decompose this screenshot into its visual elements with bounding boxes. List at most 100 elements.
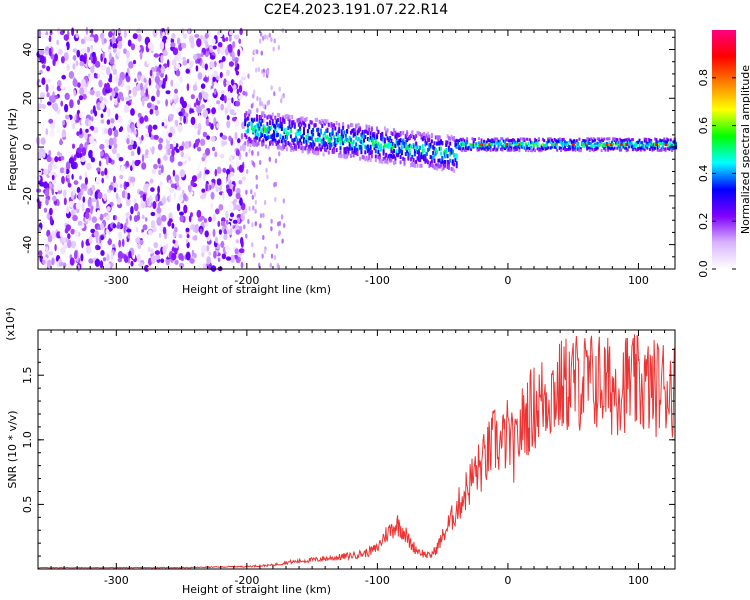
- signal-cell: [376, 135, 379, 140]
- signal-cell: [372, 142, 375, 147]
- signal-cell: [453, 153, 456, 158]
- noise-blob: [201, 244, 207, 253]
- noise-blob: [62, 120, 66, 126]
- noise-blob: [141, 162, 147, 170]
- noise-blob: [45, 84, 49, 93]
- signal-cell: [462, 142, 465, 146]
- signal-cell: [586, 137, 589, 141]
- noise-blob: [58, 71, 64, 76]
- noise-blob: [211, 38, 216, 45]
- noise-blob: [104, 167, 108, 176]
- signal-cell: [391, 142, 394, 146]
- signal-cell: [413, 163, 416, 168]
- signal-cell: [554, 146, 557, 150]
- noise-blob: [259, 31, 263, 37]
- signal-cell: [437, 163, 440, 168]
- signal-cell: [313, 142, 316, 147]
- noise-blob: [229, 30, 234, 36]
- signal-cell: [442, 162, 445, 167]
- signal-cell: [325, 142, 328, 147]
- signal-cell: [594, 142, 597, 146]
- noise-blob: [251, 242, 254, 248]
- noise-blob: [51, 174, 55, 181]
- noise-blob: [136, 28, 142, 34]
- noise-blob: [120, 165, 126, 173]
- noise-blob: [197, 72, 203, 80]
- noise-blob: [232, 185, 235, 192]
- noise-blob: [209, 153, 214, 159]
- noise-blob: [193, 234, 198, 241]
- noise-blob: [251, 56, 255, 62]
- noise-blob: [111, 90, 116, 98]
- signal-cell: [429, 142, 432, 147]
- signal-cell: [447, 145, 450, 150]
- noise-blob: [171, 59, 177, 66]
- signal-cell: [333, 146, 335, 151]
- signal-cell: [378, 159, 381, 164]
- noise-blob: [235, 149, 240, 157]
- signal-cell: [291, 121, 294, 126]
- signal-cell: [338, 127, 341, 132]
- noise-blob: [76, 186, 81, 194]
- noise-blob: [191, 175, 197, 182]
- noise-blob: [72, 48, 78, 53]
- signal-cell: [364, 135, 367, 139]
- signal-cell: [592, 137, 595, 141]
- noise-blob: [79, 175, 82, 180]
- signal-cell: [292, 120, 295, 125]
- noise-blob: [76, 264, 81, 272]
- signal-cell: [318, 143, 321, 148]
- signal-cell: [460, 138, 463, 142]
- signal-cell: [438, 146, 441, 151]
- signal-cell: [347, 149, 350, 154]
- signal-cell: [541, 137, 544, 141]
- noise-blob: [234, 248, 239, 255]
- signal-cell: [410, 144, 412, 149]
- noise-blob: [87, 188, 91, 195]
- noise-blob: [44, 235, 48, 242]
- noise-blob: [85, 26, 89, 35]
- signal-cell: [453, 162, 456, 167]
- signal-cell: [256, 117, 258, 122]
- noise-blob: [226, 120, 231, 129]
- noise-blob: [97, 73, 100, 79]
- signal-peak: [609, 143, 613, 147]
- signal-cell: [284, 114, 287, 119]
- signal-cell: [420, 152, 423, 157]
- noise-blob: [136, 138, 140, 147]
- noise-blob: [61, 129, 67, 138]
- noise-blob: [232, 84, 237, 91]
- signal-cell: [447, 162, 450, 167]
- noise-blob: [229, 171, 235, 177]
- signal-cell: [445, 152, 448, 157]
- noise-blob: [197, 173, 200, 180]
- signal-cell: [583, 139, 586, 143]
- colorbar-tick-label: 0.8: [697, 69, 710, 87]
- noise-blob: [44, 189, 50, 197]
- signal-cell: [468, 143, 471, 147]
- signal-cell: [393, 161, 395, 165]
- signal-cell: [425, 152, 428, 156]
- signal-cell: [588, 149, 591, 153]
- signal-cell: [604, 148, 607, 152]
- x-tick-label: -100: [365, 274, 390, 287]
- signal-cell: [534, 141, 536, 145]
- signal-cell: [363, 134, 365, 139]
- noise-blob: [91, 198, 97, 203]
- signal-cell: [599, 139, 602, 143]
- signal-cell: [299, 119, 302, 124]
- noise-blob: [253, 48, 256, 54]
- noise-blob: [141, 203, 146, 208]
- noise-blob: [172, 140, 177, 148]
- signal-cell: [366, 137, 369, 141]
- snr-frame: [37, 329, 676, 570]
- signal-cell: [363, 138, 365, 143]
- noise-blob: [46, 259, 52, 269]
- signal-cell: [581, 141, 583, 144]
- signal-cell: [377, 130, 380, 135]
- signal-cell: [386, 128, 389, 133]
- signal-cell: [389, 136, 392, 140]
- noise-blob: [137, 112, 142, 118]
- signal-cell: [645, 137, 647, 141]
- signal-cell: [382, 149, 385, 154]
